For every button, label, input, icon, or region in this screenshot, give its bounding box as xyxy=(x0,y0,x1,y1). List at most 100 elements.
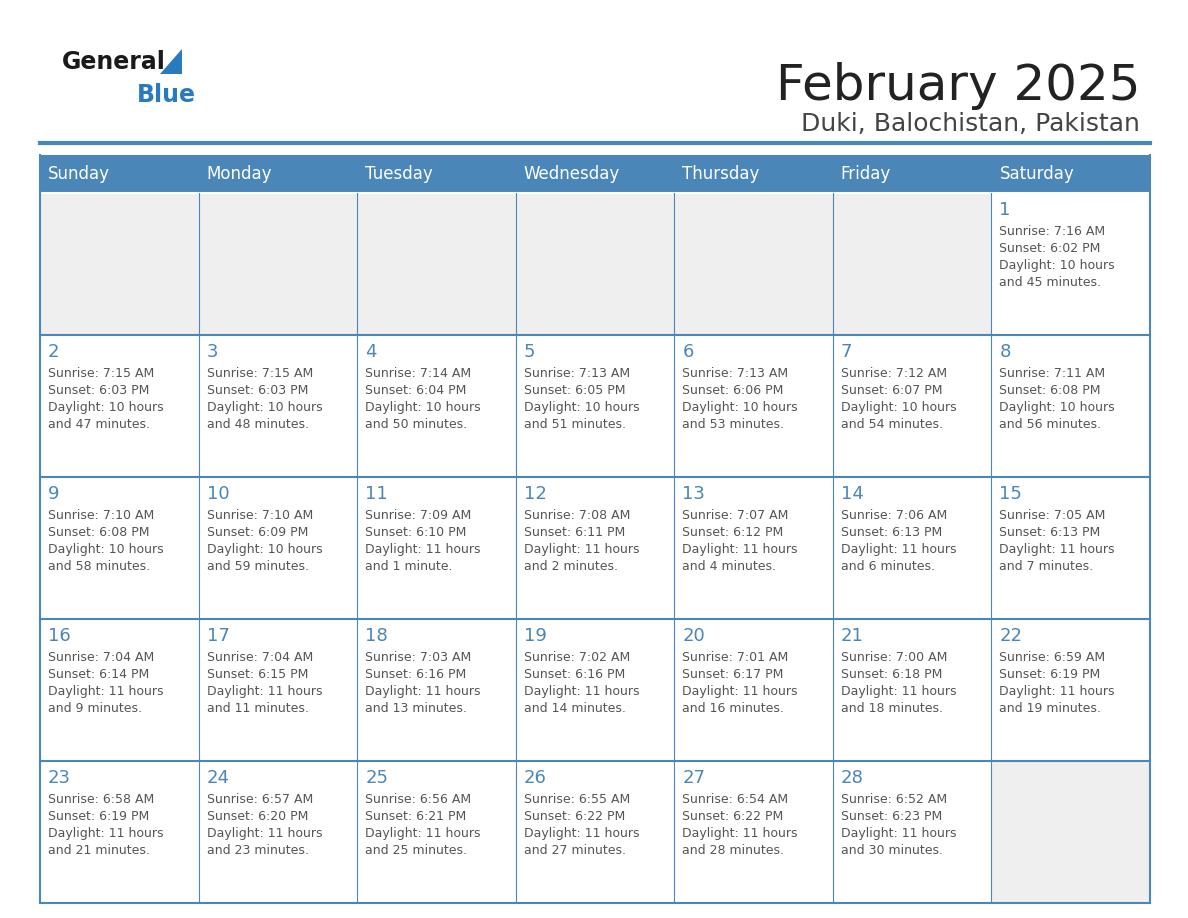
Text: Daylight: 10 hours: Daylight: 10 hours xyxy=(48,401,164,414)
Bar xyxy=(833,477,992,619)
Text: Blue: Blue xyxy=(137,83,196,107)
Text: Daylight: 11 hours: Daylight: 11 hours xyxy=(524,543,639,556)
Text: Sunrise: 6:55 AM: Sunrise: 6:55 AM xyxy=(524,793,630,806)
Text: 19: 19 xyxy=(524,627,546,645)
Text: Daylight: 11 hours: Daylight: 11 hours xyxy=(365,685,481,698)
Text: 5: 5 xyxy=(524,343,536,361)
Bar xyxy=(198,619,358,761)
Text: 10: 10 xyxy=(207,485,229,503)
Text: and 54 minutes.: and 54 minutes. xyxy=(841,418,943,431)
Bar xyxy=(40,619,198,761)
Text: Sunset: 6:09 PM: Sunset: 6:09 PM xyxy=(207,526,308,539)
Text: Sunset: 6:19 PM: Sunset: 6:19 PM xyxy=(999,668,1100,681)
Text: Sunset: 6:19 PM: Sunset: 6:19 PM xyxy=(48,810,150,823)
Text: Sunset: 6:05 PM: Sunset: 6:05 PM xyxy=(524,384,625,397)
Text: Sunset: 6:10 PM: Sunset: 6:10 PM xyxy=(365,526,467,539)
Text: Sunrise: 7:13 AM: Sunrise: 7:13 AM xyxy=(682,367,789,380)
Text: Daylight: 11 hours: Daylight: 11 hours xyxy=(841,685,956,698)
Text: and 2 minutes.: and 2 minutes. xyxy=(524,560,618,573)
Text: Daylight: 11 hours: Daylight: 11 hours xyxy=(365,543,481,556)
Text: Daylight: 11 hours: Daylight: 11 hours xyxy=(682,685,798,698)
Bar xyxy=(516,193,675,335)
Text: and 16 minutes.: and 16 minutes. xyxy=(682,702,784,715)
Text: Sunset: 6:17 PM: Sunset: 6:17 PM xyxy=(682,668,784,681)
Text: Daylight: 11 hours: Daylight: 11 hours xyxy=(524,685,639,698)
Text: Daylight: 10 hours: Daylight: 10 hours xyxy=(524,401,639,414)
Bar xyxy=(675,761,833,903)
Text: and 27 minutes.: and 27 minutes. xyxy=(524,844,626,857)
Bar xyxy=(833,619,992,761)
Text: 12: 12 xyxy=(524,485,546,503)
Text: Sunrise: 7:04 AM: Sunrise: 7:04 AM xyxy=(207,651,312,664)
Bar xyxy=(516,619,675,761)
Text: Daylight: 10 hours: Daylight: 10 hours xyxy=(999,259,1116,272)
Text: Sunset: 6:14 PM: Sunset: 6:14 PM xyxy=(48,668,150,681)
Bar xyxy=(992,619,1150,761)
Text: Daylight: 11 hours: Daylight: 11 hours xyxy=(682,827,798,840)
Text: Sunset: 6:23 PM: Sunset: 6:23 PM xyxy=(841,810,942,823)
Text: Sunset: 6:06 PM: Sunset: 6:06 PM xyxy=(682,384,784,397)
Text: and 7 minutes.: and 7 minutes. xyxy=(999,560,1093,573)
Text: and 30 minutes.: and 30 minutes. xyxy=(841,844,943,857)
Text: Sunrise: 7:15 AM: Sunrise: 7:15 AM xyxy=(207,367,312,380)
Text: Sunrise: 7:15 AM: Sunrise: 7:15 AM xyxy=(48,367,154,380)
Bar xyxy=(516,477,675,619)
Text: Sunrise: 6:58 AM: Sunrise: 6:58 AM xyxy=(48,793,154,806)
Text: Sunset: 6:21 PM: Sunset: 6:21 PM xyxy=(365,810,467,823)
Text: Sunset: 6:18 PM: Sunset: 6:18 PM xyxy=(841,668,942,681)
Text: 9: 9 xyxy=(48,485,59,503)
Text: Daylight: 10 hours: Daylight: 10 hours xyxy=(207,401,322,414)
Text: 15: 15 xyxy=(999,485,1023,503)
Text: Sunset: 6:08 PM: Sunset: 6:08 PM xyxy=(999,384,1101,397)
Bar xyxy=(675,477,833,619)
Text: and 19 minutes.: and 19 minutes. xyxy=(999,702,1101,715)
Text: Sunrise: 6:54 AM: Sunrise: 6:54 AM xyxy=(682,793,789,806)
Text: Sunday: Sunday xyxy=(48,165,110,183)
Text: Sunset: 6:02 PM: Sunset: 6:02 PM xyxy=(999,242,1101,255)
Text: 13: 13 xyxy=(682,485,706,503)
Text: and 47 minutes.: and 47 minutes. xyxy=(48,418,150,431)
Text: Daylight: 10 hours: Daylight: 10 hours xyxy=(841,401,956,414)
Text: Daylight: 11 hours: Daylight: 11 hours xyxy=(207,827,322,840)
Text: and 59 minutes.: and 59 minutes. xyxy=(207,560,309,573)
Text: Sunset: 6:03 PM: Sunset: 6:03 PM xyxy=(207,384,308,397)
Text: Sunrise: 7:01 AM: Sunrise: 7:01 AM xyxy=(682,651,789,664)
Text: Duki, Balochistan, Pakistan: Duki, Balochistan, Pakistan xyxy=(801,112,1140,136)
Bar xyxy=(833,335,992,477)
Text: and 28 minutes.: and 28 minutes. xyxy=(682,844,784,857)
Text: Thursday: Thursday xyxy=(682,165,759,183)
Text: Sunrise: 6:57 AM: Sunrise: 6:57 AM xyxy=(207,793,312,806)
Bar xyxy=(992,193,1150,335)
Bar xyxy=(675,619,833,761)
Text: Friday: Friday xyxy=(841,165,891,183)
Bar xyxy=(992,155,1150,193)
Text: Daylight: 11 hours: Daylight: 11 hours xyxy=(207,685,322,698)
Bar xyxy=(992,761,1150,903)
Text: 16: 16 xyxy=(48,627,71,645)
Bar xyxy=(833,193,992,335)
Text: Sunrise: 7:08 AM: Sunrise: 7:08 AM xyxy=(524,509,630,522)
Text: and 53 minutes.: and 53 minutes. xyxy=(682,418,784,431)
Text: 14: 14 xyxy=(841,485,864,503)
Bar xyxy=(675,193,833,335)
Text: Sunrise: 7:00 AM: Sunrise: 7:00 AM xyxy=(841,651,947,664)
Text: and 56 minutes.: and 56 minutes. xyxy=(999,418,1101,431)
Text: Sunrise: 7:09 AM: Sunrise: 7:09 AM xyxy=(365,509,472,522)
Text: Sunset: 6:16 PM: Sunset: 6:16 PM xyxy=(524,668,625,681)
Text: 6: 6 xyxy=(682,343,694,361)
Bar xyxy=(358,335,516,477)
Text: 2: 2 xyxy=(48,343,59,361)
Text: Sunrise: 7:10 AM: Sunrise: 7:10 AM xyxy=(207,509,312,522)
Text: Sunrise: 7:10 AM: Sunrise: 7:10 AM xyxy=(48,509,154,522)
Text: and 6 minutes.: and 6 minutes. xyxy=(841,560,935,573)
Bar xyxy=(992,477,1150,619)
Text: Daylight: 10 hours: Daylight: 10 hours xyxy=(207,543,322,556)
Text: and 21 minutes.: and 21 minutes. xyxy=(48,844,150,857)
Bar xyxy=(992,335,1150,477)
Text: Sunrise: 7:11 AM: Sunrise: 7:11 AM xyxy=(999,367,1106,380)
Text: Sunrise: 6:56 AM: Sunrise: 6:56 AM xyxy=(365,793,472,806)
Text: 17: 17 xyxy=(207,627,229,645)
Text: Daylight: 11 hours: Daylight: 11 hours xyxy=(682,543,798,556)
Text: Daylight: 11 hours: Daylight: 11 hours xyxy=(999,543,1114,556)
Text: 27: 27 xyxy=(682,769,706,787)
